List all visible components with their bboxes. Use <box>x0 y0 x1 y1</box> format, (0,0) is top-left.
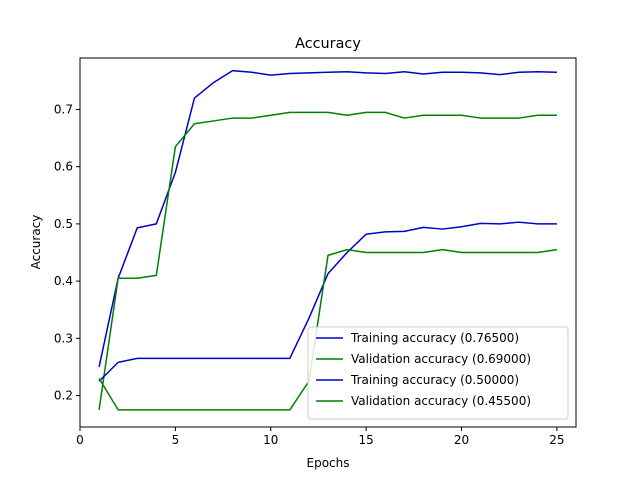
x-tick-label: 5 <box>172 433 180 447</box>
x-tick-label: 15 <box>359 433 374 447</box>
y-axis-label: Accuracy <box>29 215 43 270</box>
x-tick-label: 10 <box>263 433 278 447</box>
x-tick-label: 20 <box>454 433 469 447</box>
legend-entry: Training accuracy (0.50000) <box>350 373 519 387</box>
y-tick-label: 0.5 <box>54 217 73 231</box>
y-tick-label: 0.3 <box>54 331 73 345</box>
y-tick-label: 0.6 <box>54 160 73 174</box>
chart-title: Accuracy <box>295 36 361 52</box>
series-line-3 <box>98 221 557 382</box>
series-line-1 <box>98 69 557 368</box>
legend-entry: Validation accuracy (0.45500) <box>351 394 531 408</box>
y-axis-ticks: 0.2 0.3 0.4 0.5 0.6 0.7 <box>54 102 80 403</box>
plot-frame <box>79 57 577 428</box>
series-line-4 <box>98 248 558 411</box>
plot-lines <box>98 69 558 411</box>
x-tick-label: 25 <box>549 433 564 447</box>
x-tick-label: 0 <box>76 433 84 447</box>
y-tick-label: 0.2 <box>54 389 73 403</box>
x-axis-label: Epochs <box>307 456 350 470</box>
y-tick-label: 0.7 <box>54 102 73 116</box>
series-line-2 <box>98 111 557 410</box>
legend-box <box>307 326 569 420</box>
y-tick-label: 0.4 <box>54 274 73 288</box>
legend-entry: Validation accuracy (0.69000) <box>351 352 531 366</box>
x-axis-ticks: 0 5 10 15 20 25 <box>76 427 565 447</box>
legend-entry: Training accuracy (0.76500) <box>350 331 519 345</box>
legend: Training accuracy (0.76500) Validation ac… <box>307 326 569 420</box>
